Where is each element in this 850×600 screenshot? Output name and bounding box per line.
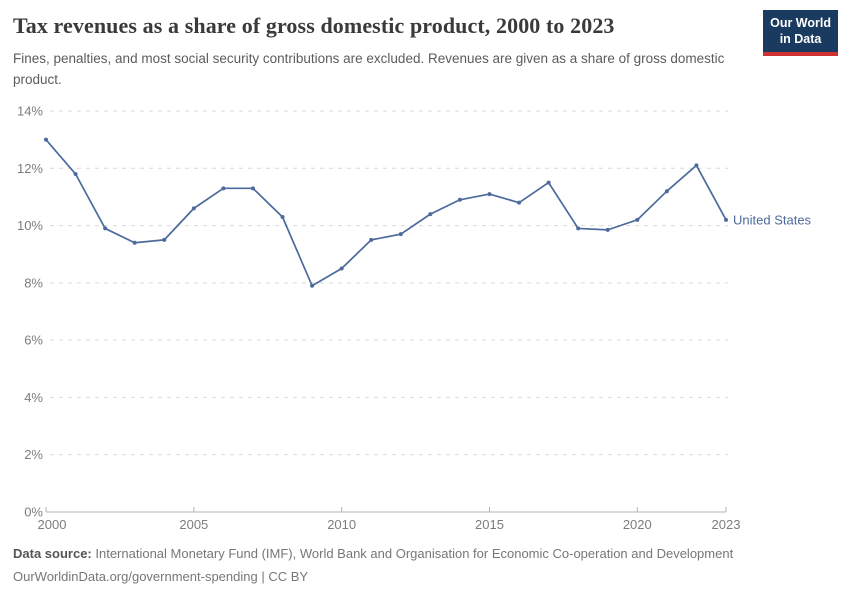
data-point[interactable]: [398, 232, 403, 237]
y-tick-label: 14%: [17, 104, 43, 119]
owid-logo-line2: in Data: [779, 32, 822, 47]
x-tick-label: 2010: [327, 517, 356, 532]
data-point[interactable]: [724, 217, 728, 222]
data-point[interactable]: [44, 137, 48, 142]
data-point[interactable]: [369, 237, 374, 242]
data-source-label: Data source:: [13, 546, 92, 561]
x-tick-label: 2005: [179, 517, 208, 532]
page-title: Tax revenues as a share of gross domesti…: [13, 13, 615, 38]
data-point[interactable]: [280, 214, 285, 219]
data-point[interactable]: [310, 283, 315, 288]
x-tick-label: 2023: [712, 517, 741, 532]
y-tick-label: 0%: [24, 505, 43, 520]
chart-footer: Data source: International Monetary Fund…: [13, 543, 837, 589]
y-tick-label: 2%: [24, 447, 43, 462]
data-point[interactable]: [162, 237, 167, 242]
data-point[interactable]: [339, 266, 344, 271]
data-point[interactable]: [605, 227, 610, 232]
data-point[interactable]: [576, 226, 581, 231]
data-point[interactable]: [457, 197, 462, 202]
y-tick-label: 10%: [17, 218, 43, 233]
data-point[interactable]: [428, 212, 433, 217]
data-point[interactable]: [694, 163, 699, 168]
footer-link[interactable]: OurWorldinData.org/government-spending: [13, 568, 258, 584]
series-line-united-states[interactable]: [45, 138, 727, 287]
data-point[interactable]: [221, 186, 226, 191]
y-tick-label: 6%: [24, 333, 43, 348]
chart-subtitle: Fines, penalties, and most social securi…: [13, 51, 725, 87]
data-point[interactable]: [487, 192, 492, 197]
chart-svg: 0% 2% 4% 6% 8% 10% 12% 14% 2000 2005 2010 2015 2020 2…: [17, 104, 812, 533]
y-tick-label: 12%: [17, 161, 43, 176]
data-point[interactable]: [635, 217, 640, 222]
owid-logo-line1: Our World: [770, 16, 831, 30]
series-end-label[interactable]: United States: [733, 212, 812, 227]
data-point[interactable]: [250, 186, 255, 191]
data-point[interactable]: [132, 240, 137, 245]
x-tick-label: 2020: [623, 517, 652, 532]
owid-logo[interactable]: Our World in Data: [763, 10, 838, 56]
x-tick-label: 2000: [38, 517, 67, 532]
data-point[interactable]: [664, 189, 669, 194]
data-point[interactable]: [191, 206, 196, 211]
footer-source-line: Data source: International Monetary Fund…: [13, 543, 837, 566]
data-point[interactable]: [546, 180, 551, 185]
data-point[interactable]: [73, 172, 78, 177]
y-tick-label: 8%: [24, 275, 43, 290]
footer-license-line: OurWorldinData.org/government-spending |…: [13, 566, 837, 589]
data-point[interactable]: [517, 200, 522, 205]
data-source-text: International Monetary Fund (IMF), World…: [95, 546, 734, 561]
y-tick-label: 4%: [24, 390, 43, 405]
data-point[interactable]: [103, 226, 108, 231]
x-tick-label: 2015: [475, 517, 504, 532]
footer-license: | CC BY: [261, 568, 309, 584]
